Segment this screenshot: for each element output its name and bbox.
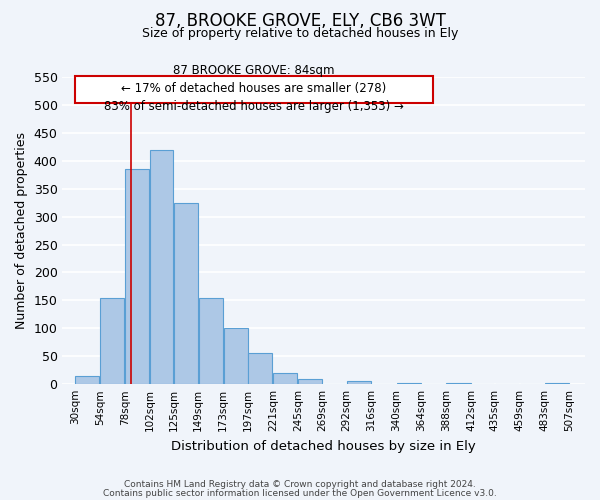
Bar bbox=[150, 150, 173, 384]
Bar bbox=[347, 382, 371, 384]
Bar bbox=[397, 383, 421, 384]
X-axis label: Distribution of detached houses by size in Ely: Distribution of detached houses by size … bbox=[172, 440, 476, 452]
Text: 87, BROOKE GROVE, ELY, CB6 3WT: 87, BROOKE GROVE, ELY, CB6 3WT bbox=[155, 12, 445, 30]
Text: Size of property relative to detached houses in Ely: Size of property relative to detached ho… bbox=[142, 27, 458, 40]
Bar bbox=[199, 298, 223, 384]
Text: Contains HM Land Registry data © Crown copyright and database right 2024.: Contains HM Land Registry data © Crown c… bbox=[124, 480, 476, 489]
Bar bbox=[75, 376, 100, 384]
Bar bbox=[446, 383, 470, 384]
Bar bbox=[545, 383, 569, 384]
Bar bbox=[125, 169, 149, 384]
Bar bbox=[100, 298, 124, 384]
Bar bbox=[274, 373, 298, 384]
Y-axis label: Number of detached properties: Number of detached properties bbox=[15, 132, 28, 329]
Bar bbox=[298, 378, 322, 384]
Bar bbox=[174, 202, 198, 384]
FancyBboxPatch shape bbox=[75, 76, 433, 103]
Text: 87 BROOKE GROVE: 84sqm
← 17% of detached houses are smaller (278)
83% of semi-de: 87 BROOKE GROVE: 84sqm ← 17% of detached… bbox=[104, 64, 404, 114]
Text: Contains public sector information licensed under the Open Government Licence v3: Contains public sector information licen… bbox=[103, 490, 497, 498]
Bar bbox=[224, 328, 248, 384]
Bar bbox=[248, 354, 272, 384]
